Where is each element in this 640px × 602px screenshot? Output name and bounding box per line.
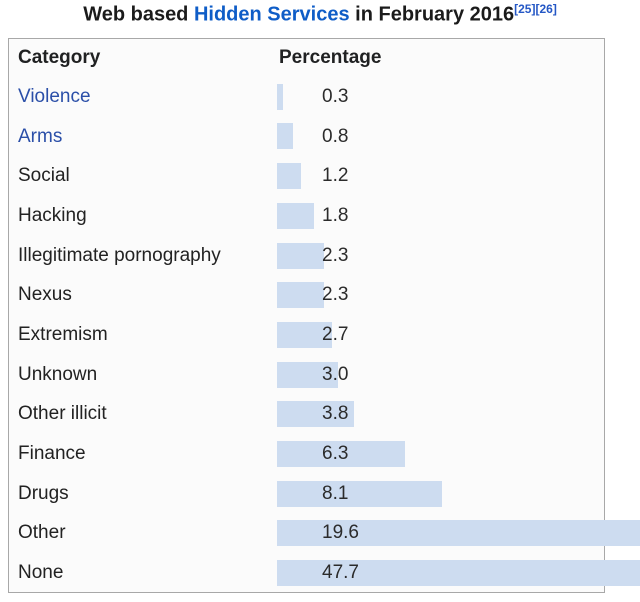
percentage-value: 2.3	[322, 244, 349, 266]
percentage-bar	[277, 361, 339, 388]
category-cell: Unknown	[18, 363, 98, 385]
category-cell: Nexus	[18, 284, 72, 306]
hidden-services-table: Category Percentage Violence 0.3 Arms 0.…	[8, 38, 640, 593]
table-row: Illegitimate pornography 2.3	[9, 236, 604, 276]
table-row: Hacking 1.8	[9, 196, 604, 236]
percentage-value: 2.3	[322, 284, 349, 306]
table-header-row: Category Percentage	[9, 39, 604, 77]
percentage-value: 47.7	[322, 562, 359, 584]
table-row: None 47.7	[9, 553, 640, 593]
table-row: Extremism 2.7	[9, 315, 604, 355]
category-cell: Finance	[18, 443, 86, 465]
category-cell: Other illicit	[18, 403, 107, 425]
percentage-value: 0.3	[322, 85, 349, 107]
category-cell: Illegitimate pornography	[18, 244, 221, 266]
table-row: Other illicit 3.8	[9, 395, 604, 435]
category-cell: Drugs	[18, 482, 69, 504]
page-title: Web based Hidden Services in February 20…	[0, 2, 640, 27]
table-row: Drugs 8.1	[9, 474, 604, 514]
percentage-value: 1.2	[322, 165, 349, 187]
percentage-bar	[277, 560, 640, 587]
percentage-value: 6.3	[322, 443, 349, 465]
percentage-bar	[277, 282, 324, 309]
percentage-value: 8.1	[322, 482, 349, 504]
ref-26-link[interactable]: [26]	[535, 2, 557, 16]
percentage-value: 2.7	[322, 323, 349, 345]
percentage-value: 1.8	[322, 204, 349, 226]
percentage-value: 0.8	[322, 125, 349, 147]
ref-25-link[interactable]: [25]	[514, 2, 536, 16]
category-link[interactable]: Violence	[18, 85, 91, 107]
category-cell: Hacking	[18, 204, 87, 226]
reference-superscripts: [25][26]	[514, 2, 557, 16]
percentage-bar	[277, 83, 284, 110]
percentage-value: 3.0	[322, 363, 349, 385]
category-cell: Extremism	[18, 323, 108, 345]
percentage-bar	[277, 163, 302, 190]
percentage-bar	[277, 440, 406, 467]
table-row: Finance 6.3	[9, 434, 604, 474]
column-header-percentage: Percentage	[279, 47, 382, 68]
percentage-bar	[277, 480, 442, 507]
column-header-category: Category	[18, 47, 101, 68]
percentage-bar	[277, 242, 324, 269]
hidden-services-link[interactable]: Hidden Services	[193, 3, 350, 26]
percentage-bar	[277, 123, 294, 150]
percentage-bar	[277, 321, 332, 348]
percentage-value: 19.6	[322, 522, 359, 544]
category-cell: Other	[18, 522, 66, 544]
table-row: Violence 0.3	[9, 77, 604, 117]
category-cell: Social	[18, 165, 70, 187]
category-link[interactable]: Arms	[18, 125, 63, 147]
table-row: Nexus 2.3	[9, 275, 604, 315]
title-text-suffix: in February 2016	[349, 3, 515, 26]
table-body: Violence 0.3 Arms 0.8 Social 1.2 Hacking…	[9, 77, 640, 593]
title-text-prefix: Web based	[83, 3, 194, 26]
table-row: Arms 0.8	[9, 117, 604, 157]
percentage-bar	[277, 520, 640, 547]
percentage-bar	[277, 202, 314, 229]
percentage-bar	[277, 401, 355, 428]
table-row: Other 19.6	[9, 514, 640, 554]
table-row: Social 1.2	[9, 156, 604, 196]
category-cell: None	[18, 562, 64, 584]
table-row: Unknown 3.0	[9, 355, 604, 395]
percentage-value: 3.8	[322, 403, 349, 425]
